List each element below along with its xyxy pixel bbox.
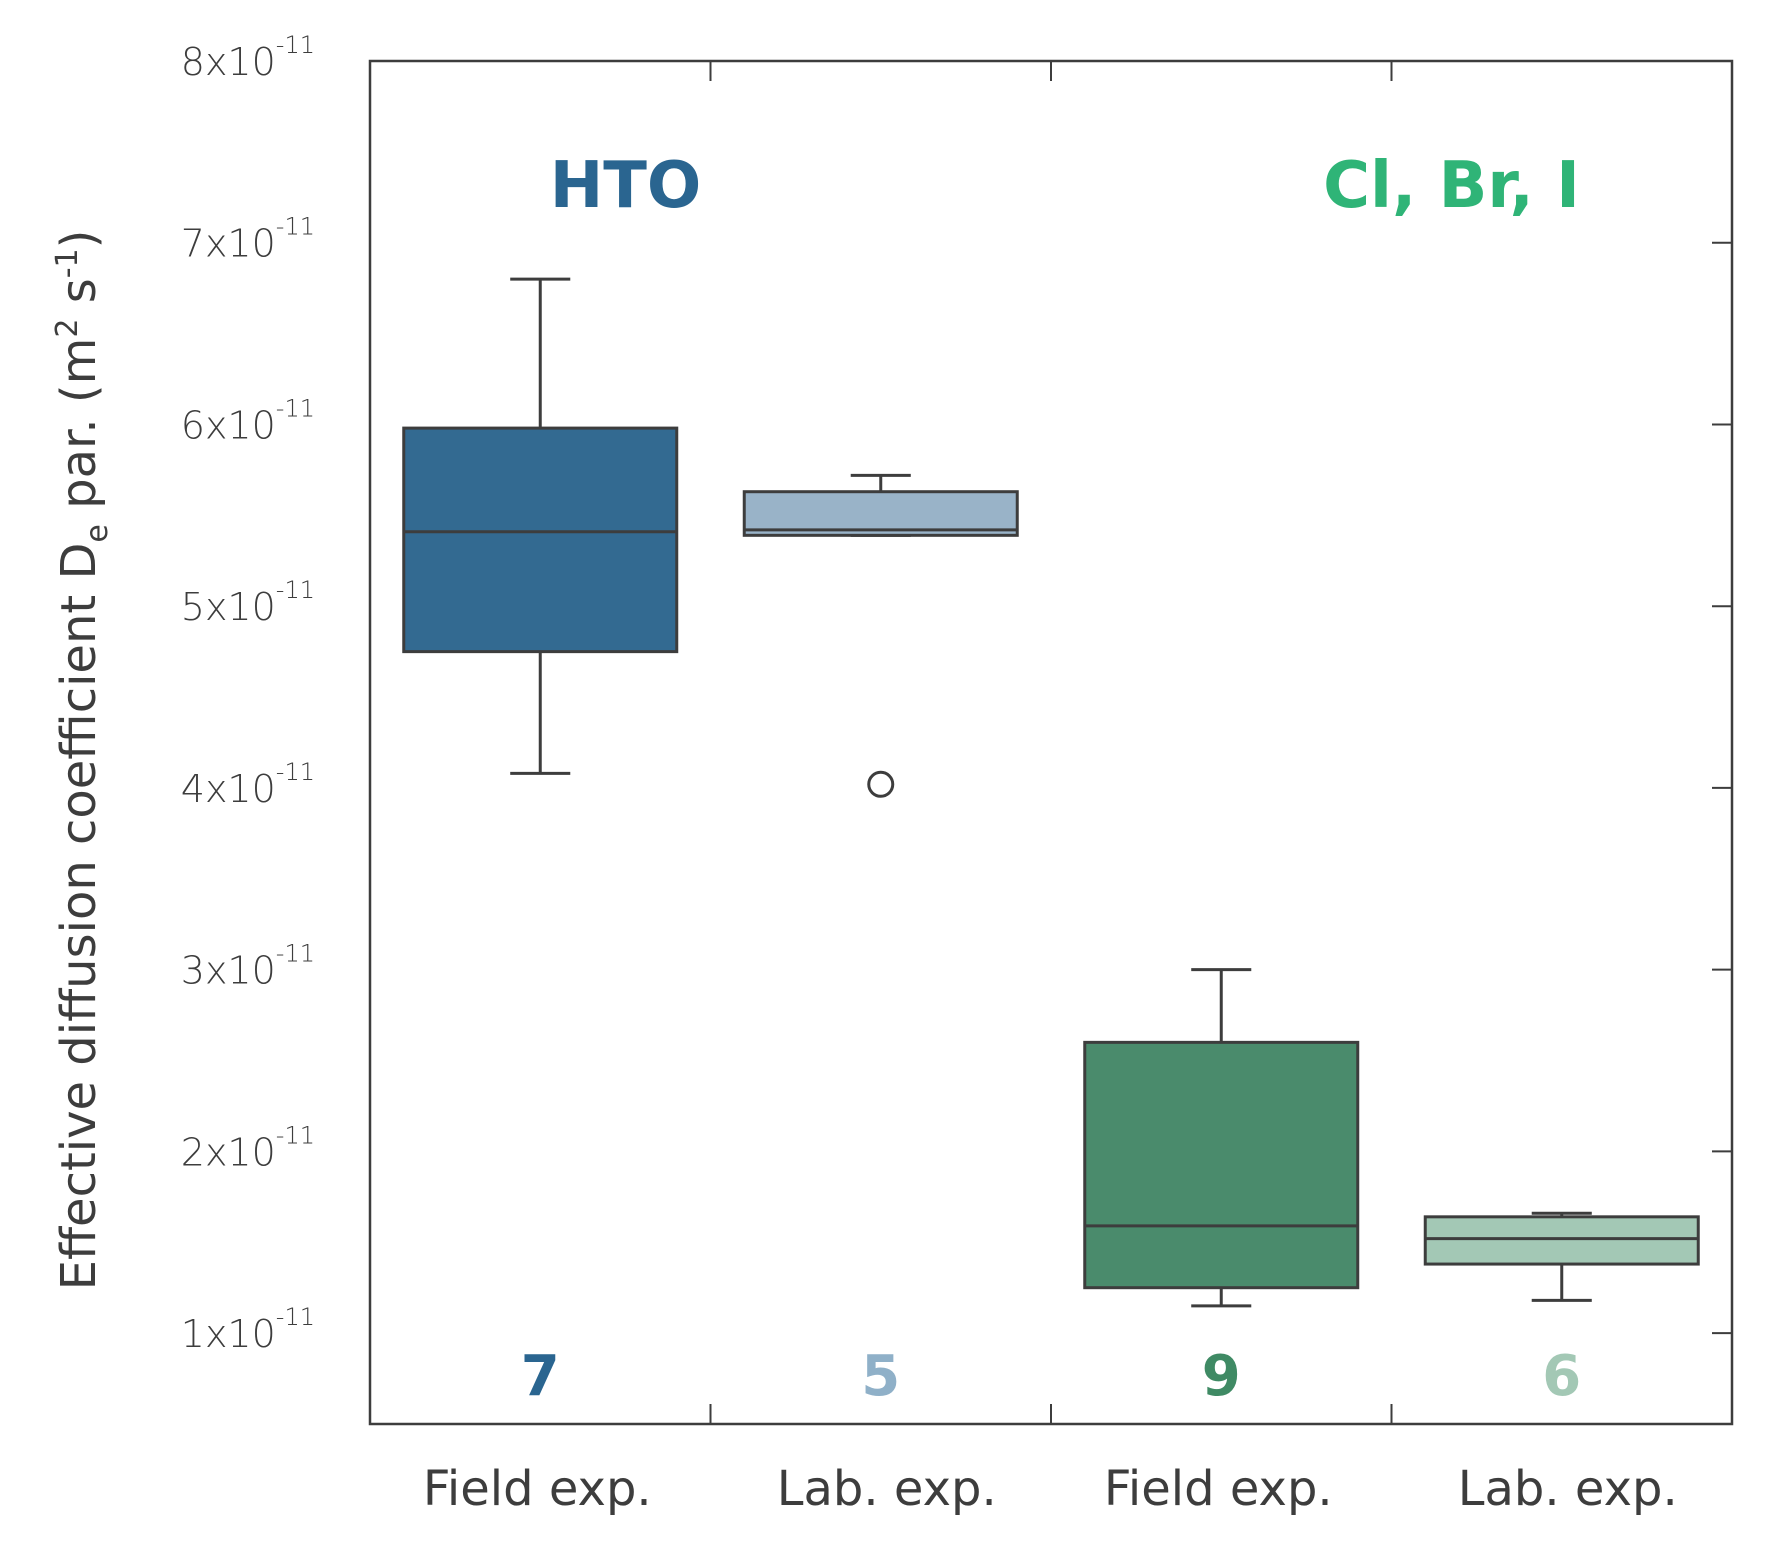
sample-count-label: 9 [1202, 1344, 1241, 1409]
box [742, 490, 1019, 537]
x-category-label: Lab. exp. [1458, 1461, 1678, 1517]
box [402, 426, 679, 654]
y-tick-label: 4x10-11 [181, 758, 315, 811]
x-category-label: Lab. exp. [777, 1461, 997, 1517]
sample-count-label: 7 [521, 1344, 560, 1409]
sample-count-label: 5 [861, 1344, 900, 1409]
y-tick-label: 2x10-11 [181, 1121, 315, 1174]
sample-count-label: 6 [1542, 1344, 1581, 1409]
y-axis-label: Effective diffusion coefficient De par. … [50, 230, 115, 1291]
y-tick-label: 5x10-11 [181, 576, 315, 629]
box [1423, 1215, 1700, 1266]
x-category-label: Field exp. [423, 1461, 652, 1517]
y-tick-label: 6x10-11 [181, 394, 315, 447]
box [1083, 1040, 1360, 1290]
group-label: Cl, Br, I [1323, 149, 1580, 223]
group-label: HTO [550, 149, 702, 223]
y-tick-label: 3x10-11 [181, 940, 315, 993]
y-tick-label: 1x10-11 [181, 1303, 315, 1356]
x-category-label: Field exp. [1104, 1461, 1333, 1517]
y-tick-label: 8x10-11 [181, 31, 315, 84]
y-tick-label: 7x10-11 [181, 213, 315, 266]
outlier-point [867, 770, 895, 798]
